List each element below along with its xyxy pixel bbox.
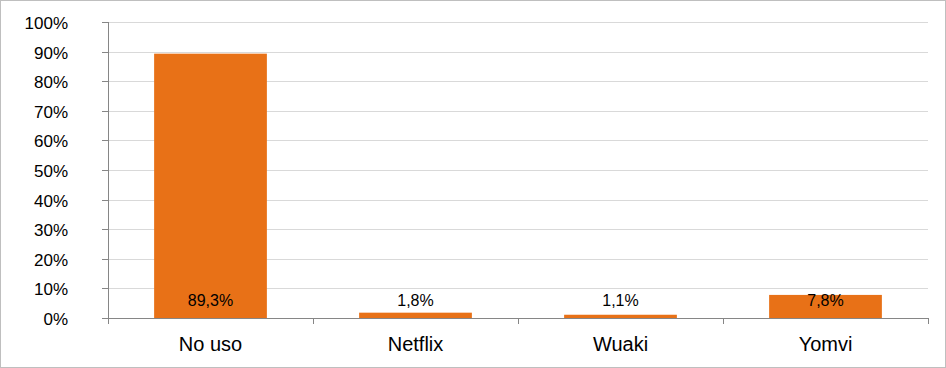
- x-tick: [518, 318, 519, 324]
- chart-border: [1, 1, 946, 368]
- y-tick: [102, 288, 108, 289]
- x-tick-label: Yomvi: [799, 333, 853, 355]
- y-tick: [102, 52, 108, 53]
- x-tick: [928, 318, 929, 324]
- chart-svg: 0% 10% 20% 30% 40% 50% 60% 70% 80% 90% 100% No uso 8…: [0, 0, 946, 368]
- y-tick-label: 90%: [34, 44, 68, 63]
- y-tick: [102, 170, 108, 171]
- x-tick-label: Netflix: [388, 333, 444, 355]
- y-tick: [102, 140, 108, 141]
- grid-line: [108, 52, 928, 53]
- bar: [359, 313, 472, 318]
- y-tick-label: 100%: [25, 14, 68, 33]
- x-tick: [108, 318, 109, 324]
- x-tick-label: No uso: [179, 333, 242, 355]
- data-label: 1,8%: [397, 292, 433, 309]
- y-tick-label: 40%: [34, 192, 68, 211]
- bars: [154, 54, 882, 318]
- grid-line: [108, 22, 928, 23]
- y-tick-label: 80%: [34, 73, 68, 92]
- chart-container: 0% 10% 20% 30% 40% 50% 60% 70% 80% 90% 100% No uso 8…: [0, 0, 946, 368]
- x-tick-label: Wuaki: [593, 333, 648, 355]
- bar: [154, 54, 267, 318]
- x-tick: [723, 318, 724, 324]
- y-tick: [102, 111, 108, 112]
- data-label: 7,8%: [807, 292, 843, 309]
- y-tick-label: 0%: [43, 310, 68, 329]
- y-tick: [102, 200, 108, 201]
- y-axis: [108, 22, 109, 318]
- y-tick: [102, 259, 108, 260]
- y-tick-label: 20%: [34, 251, 68, 270]
- y-tick: [102, 81, 108, 82]
- y-tick-label: 30%: [34, 221, 68, 240]
- y-tick-label: 50%: [34, 162, 68, 181]
- y-tick-label: 70%: [34, 103, 68, 122]
- y-tick-label: 10%: [34, 280, 68, 299]
- y-tick: [102, 22, 108, 23]
- data-label: 1,1%: [602, 292, 638, 309]
- y-tick-label: 60%: [34, 132, 68, 151]
- x-tick: [313, 318, 314, 324]
- data-label: 89,3%: [188, 292, 233, 309]
- y-tick: [102, 229, 108, 230]
- y-tick: [102, 318, 108, 319]
- bar: [564, 315, 677, 318]
